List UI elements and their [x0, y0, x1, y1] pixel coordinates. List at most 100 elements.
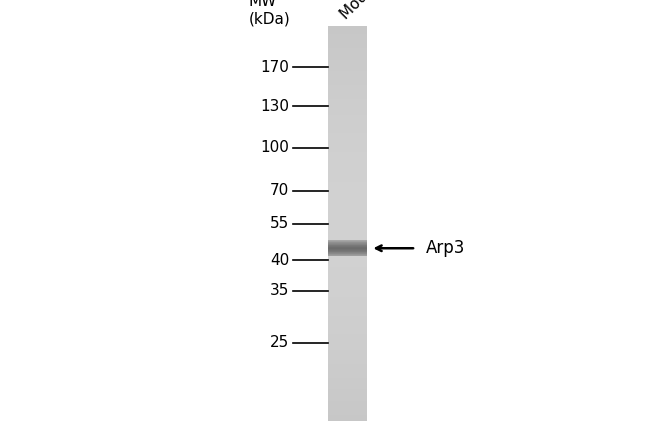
Bar: [328, 300, 367, 302]
Bar: [328, 330, 367, 332]
Bar: [328, 281, 367, 283]
Bar: [328, 129, 367, 131]
Bar: [328, 226, 367, 227]
Bar: [328, 38, 367, 40]
Bar: [328, 212, 367, 214]
Bar: [328, 385, 367, 388]
Bar: [328, 287, 367, 289]
Bar: [328, 344, 367, 346]
Bar: [328, 208, 367, 210]
Bar: [328, 113, 367, 115]
Bar: [328, 174, 367, 176]
Bar: [328, 77, 367, 79]
Bar: [328, 374, 367, 375]
Bar: [328, 269, 367, 271]
Bar: [328, 91, 367, 93]
Bar: [328, 249, 367, 251]
Text: 130: 130: [260, 99, 289, 114]
Bar: [328, 180, 367, 182]
Text: Arp3: Arp3: [426, 239, 465, 257]
Bar: [328, 101, 367, 103]
Bar: [328, 391, 367, 393]
Bar: [328, 316, 367, 318]
Bar: [328, 354, 367, 356]
Bar: [328, 162, 367, 164]
Text: Mouse stomach: Mouse stomach: [337, 0, 433, 22]
Bar: [328, 26, 367, 28]
Bar: [328, 362, 367, 364]
Bar: [328, 318, 367, 320]
Bar: [328, 125, 367, 127]
Bar: [328, 397, 367, 399]
Bar: [328, 151, 367, 152]
Bar: [328, 237, 367, 239]
Bar: [328, 97, 367, 99]
Bar: [328, 326, 367, 328]
Bar: [328, 200, 367, 202]
Bar: [328, 283, 367, 285]
Bar: [328, 142, 367, 145]
Bar: [328, 358, 367, 360]
Bar: [328, 73, 367, 76]
Bar: [328, 403, 367, 405]
Bar: [328, 170, 367, 172]
Bar: [328, 221, 367, 224]
Bar: [328, 147, 367, 148]
Bar: [328, 133, 367, 135]
Bar: [328, 275, 367, 277]
Bar: [328, 184, 367, 186]
Bar: [328, 324, 367, 326]
Bar: [328, 279, 367, 281]
Bar: [328, 251, 367, 253]
Bar: [328, 231, 367, 233]
Bar: [328, 299, 367, 300]
Bar: [328, 89, 367, 91]
Bar: [328, 277, 367, 279]
Bar: [328, 409, 367, 411]
Bar: [328, 245, 367, 247]
Bar: [328, 334, 367, 336]
Bar: [328, 332, 367, 334]
Bar: [328, 30, 367, 32]
Bar: [328, 289, 367, 291]
Bar: [328, 413, 367, 415]
Bar: [328, 405, 367, 407]
Text: MW
(kDa): MW (kDa): [249, 0, 291, 26]
Bar: [328, 36, 367, 38]
Bar: [328, 370, 367, 372]
Bar: [328, 54, 367, 56]
Bar: [328, 160, 367, 162]
Bar: [328, 103, 367, 105]
Bar: [328, 342, 367, 344]
Bar: [328, 346, 367, 348]
Bar: [328, 399, 367, 401]
Bar: [328, 220, 367, 221]
Bar: [328, 348, 367, 350]
Bar: [328, 46, 367, 48]
Bar: [328, 135, 367, 137]
Bar: [328, 198, 367, 200]
Bar: [328, 56, 367, 58]
Bar: [328, 182, 367, 184]
Bar: [328, 50, 367, 52]
Bar: [328, 350, 367, 352]
Bar: [328, 227, 367, 230]
Bar: [328, 32, 367, 34]
Bar: [328, 72, 367, 73]
Bar: [328, 393, 367, 395]
Bar: [328, 239, 367, 241]
Bar: [328, 69, 367, 72]
Bar: [328, 320, 367, 322]
Bar: [328, 42, 367, 44]
Bar: [328, 235, 367, 237]
Bar: [328, 81, 367, 83]
Bar: [328, 417, 367, 419]
Bar: [328, 68, 367, 69]
Bar: [328, 137, 367, 138]
Bar: [328, 127, 367, 129]
Bar: [328, 407, 367, 409]
Bar: [328, 40, 367, 42]
Bar: [328, 267, 367, 269]
Bar: [328, 378, 367, 379]
Bar: [328, 119, 367, 121]
